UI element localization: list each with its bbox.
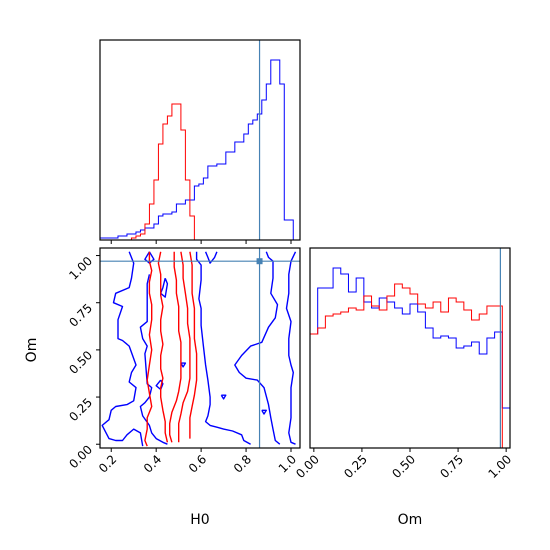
om-histogram-panel: 0.00 0.25 0.50 0.75 1.00 xyxy=(293,247,514,481)
om-histogram-red xyxy=(310,283,510,448)
joint-ytick-label: 0.25 xyxy=(66,395,95,424)
contour-red xyxy=(169,251,182,443)
joint-ytick-label: 0.50 xyxy=(66,348,95,377)
contour-blue xyxy=(234,251,281,445)
joint-ytick-label: 1.00 xyxy=(66,254,95,283)
joint-xtick-label: 0.4 xyxy=(141,452,164,475)
contour-blue xyxy=(195,251,251,445)
om-histogram-xtick-label: 0.75 xyxy=(437,452,466,481)
contour-blue xyxy=(220,394,227,400)
joint-xtick-label: 0.6 xyxy=(186,452,209,475)
contour-blue xyxy=(180,362,187,368)
y-axis-label-om: Om xyxy=(24,338,40,363)
joint-xtick-label: 0.8 xyxy=(231,452,254,475)
joint-ytick-label: 0.00 xyxy=(66,442,95,471)
contour-blue xyxy=(139,274,168,445)
x-axis-label-h0: H0 xyxy=(190,512,209,528)
x-axis-label-om: Om xyxy=(398,512,423,528)
contour-blue xyxy=(160,277,169,298)
truth-marker xyxy=(256,258,263,265)
contour-blue xyxy=(261,409,267,415)
om-histogram-xtick-label: 0.00 xyxy=(293,452,322,481)
contour-red xyxy=(144,251,153,447)
h0-histogram-frame xyxy=(99,39,301,241)
om-histogram-xtick-label: 0.25 xyxy=(341,452,370,481)
om-histogram-xtick-label: 0.50 xyxy=(389,452,418,481)
om-histogram-frame xyxy=(309,247,511,449)
om-histogram-xtick-label: 1.00 xyxy=(485,452,514,481)
contour-blue xyxy=(101,251,144,447)
joint-xtick-label: 0.2 xyxy=(96,452,119,475)
h0-histogram-blue xyxy=(100,59,294,240)
joint-panel-frame xyxy=(99,247,301,449)
h0-histogram-red xyxy=(100,103,294,240)
contour-red xyxy=(189,251,198,439)
h0-histogram-panel xyxy=(99,39,301,244)
om-histogram-blue xyxy=(310,267,510,448)
joint-ytick-label: 0.75 xyxy=(66,301,95,330)
joint-contour-panel: 0.2 0.4 0.6 0.8 1.00.000.250.500.751.00 xyxy=(66,247,301,476)
contour-blue xyxy=(204,251,218,264)
contour-red xyxy=(157,251,169,443)
contour-blue xyxy=(285,251,297,445)
contour-red xyxy=(178,251,191,443)
